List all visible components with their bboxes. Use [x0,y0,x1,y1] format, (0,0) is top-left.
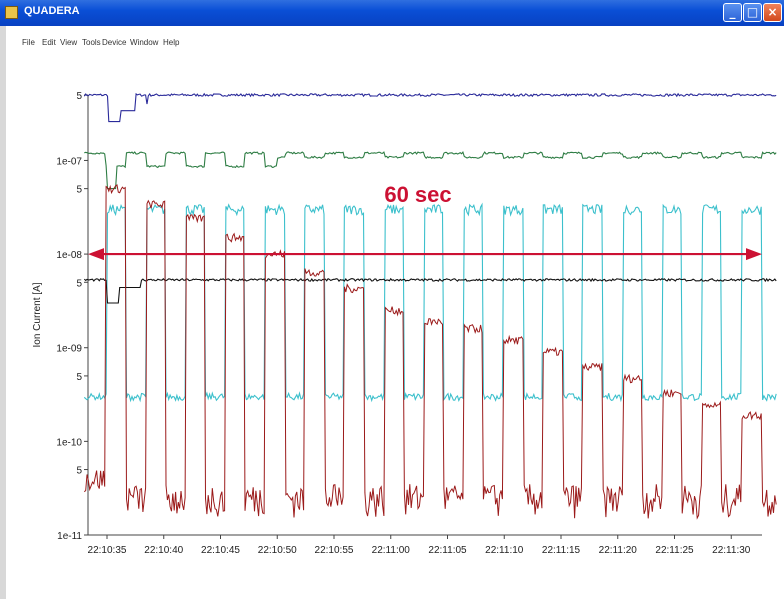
app-icon [5,6,18,19]
y-tick-label: 5 [76,372,82,383]
chart-annotation: 60 sec [88,182,762,261]
x-tick-label: 22:11:30 [712,545,751,556]
interval-label: 60 sec [384,182,451,207]
chart-series [83,92,777,520]
series-line-green [84,150,777,190]
x-tick-label: 22:10:40 [144,545,183,556]
menu-file[interactable]: File [22,38,35,47]
series-line-cyan [83,202,777,403]
x-tick-label: 22:11:15 [542,545,581,556]
menu-help[interactable]: Help [163,38,180,47]
x-tick-label: 22:11:00 [372,545,411,556]
menu-window[interactable]: Window [130,38,159,47]
y-tick-label: 1e-08 [56,250,82,261]
title-bar[interactable]: QUADERA _ □ × [0,0,784,26]
y-tick-label: 5 [76,185,82,196]
x-tick-label: 22:11:25 [655,545,694,556]
x-tick-label: 22:10:45 [201,545,240,556]
window-title: QUADERA [24,5,80,17]
menu-view[interactable]: View [60,38,78,47]
x-tick-label: 22:10:50 [258,545,297,556]
series-line-blue [83,92,777,123]
y-tick-label: 5 [76,91,82,102]
menu-device[interactable]: Device [102,38,127,47]
x-tick-label: 22:11:10 [485,545,524,556]
y-tick-label: 1e-09 [56,344,82,355]
menu-tools[interactable]: Tools [82,38,101,47]
y-tick-label: 5 [76,278,82,289]
menu-bar: File Edit View Tools Device Window Help [0,27,784,47]
x-tick-label: 22:10:35 [88,545,127,556]
x-tick-label: 22:10:55 [315,545,354,556]
maximize-button[interactable]: □ [743,3,762,22]
arrow-head-right-icon [746,248,762,261]
arrow-head-left-icon [88,248,104,261]
y-axis-label: Ion Current [A] [32,282,43,347]
series-line-black [83,277,777,304]
minimize-button[interactable]: _ [723,3,742,22]
window-left-border [0,26,6,599]
x-tick-label: 22:11:20 [599,545,638,556]
y-tick-label: 5 [76,466,82,477]
y-tick-label: 1e-11 [57,531,82,542]
y-tick-label: 1e-07 [56,156,82,167]
chart-axes: 5 1e-07 5 1e-08 5 1e-09 5 1e-10 5 1e-11 22:10:35 22… [32,91,762,556]
menu-edit[interactable]: Edit [42,38,56,47]
series-line-red [83,184,777,520]
close-button[interactable]: × [763,3,782,22]
x-tick-label: 22:11:05 [428,545,467,556]
y-tick-label: 1e-10 [56,437,82,448]
